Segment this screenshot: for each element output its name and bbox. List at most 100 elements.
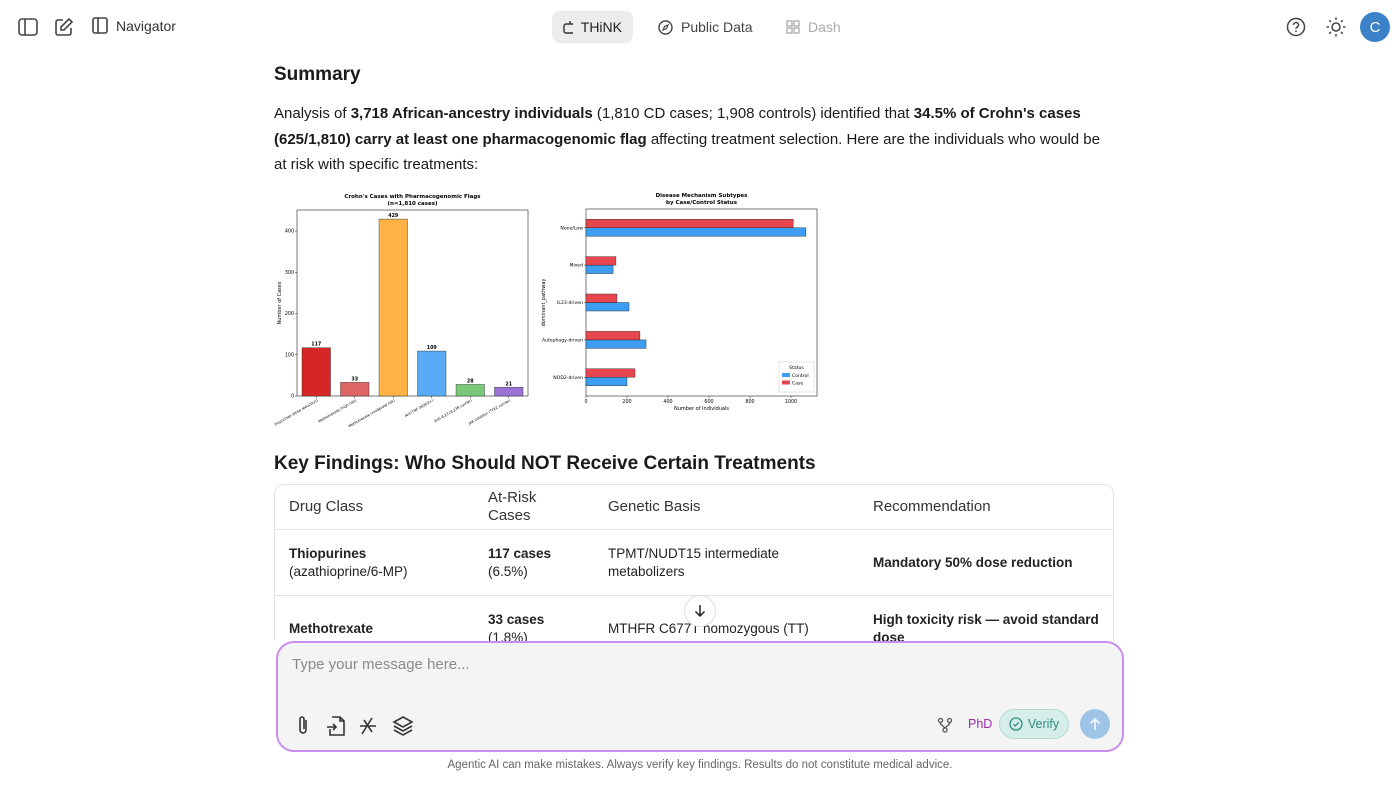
bar — [417, 350, 447, 397]
attach-icon[interactable] — [299, 716, 307, 734]
cell-text: (6.5%) — [488, 563, 528, 579]
y-axis-label: dominant_pathway — [541, 279, 547, 327]
y-tick-label: 400 — [285, 229, 294, 235]
mode-label[interactable]: PhD — [968, 717, 993, 731]
cell-strong: 33 cases — [488, 611, 545, 627]
value-label: 429 — [388, 213, 399, 219]
cell-text: (azathioprine/6-MP) — [289, 563, 408, 579]
x-tick-label: Anti-TNF (NOD2+) — [404, 398, 435, 418]
legend-title: Status — [789, 365, 804, 371]
table-cell: Methotrexate — [275, 596, 474, 641]
value-label: 109 — [427, 345, 438, 351]
cell-strong: Mandatory 50% dose reduction — [873, 554, 1073, 570]
avatar[interactable]: C — [1360, 12, 1390, 42]
column-header: Recommendation — [859, 485, 1113, 530]
public-data-tab[interactable]: Public Data — [647, 11, 764, 43]
column-header: Drug Class — [275, 485, 474, 530]
bar — [585, 377, 628, 387]
bar — [585, 264, 614, 274]
legend-label: Control — [792, 373, 809, 379]
value-label: 28 — [467, 378, 474, 384]
bar — [585, 219, 794, 228]
cell-text: MTHFR C677T homozygous (TT) — [608, 620, 809, 636]
column-header: Genetic Basis — [594, 485, 859, 530]
message-input[interactable]: Type your message here... — [292, 656, 470, 673]
bar — [585, 331, 641, 341]
y-tick-label: 200 — [285, 311, 294, 317]
conversation: Summary Analysis of 3,718 African-ancest… — [0, 54, 1400, 641]
tab-label: Dash — [808, 19, 841, 35]
dash-tab[interactable]: Dash — [775, 11, 852, 43]
summary-heading: Summary — [274, 64, 361, 85]
bold-text: 3,718 African-ancestry individuals — [350, 105, 593, 122]
think-tab[interactable]: THiNK — [552, 11, 633, 43]
bar — [455, 384, 485, 397]
text: (1,810 CD cases; 1,908 controls) identif… — [592, 105, 914, 122]
disclaimer: Agentic AI can make mistakes. Always ver… — [447, 759, 953, 771]
x-axis-label: Number of Individuals — [674, 406, 729, 412]
new-chat[interactable] — [54, 17, 74, 37]
legend-swatch — [782, 373, 790, 377]
help-button[interactable] — [1286, 17, 1306, 37]
table-cell: 33 cases (1.8%) — [474, 596, 594, 642]
x-tick-label: Thiopurines (dose reduction) — [274, 398, 319, 428]
cell-text: TPMT/NUDT15 intermediate metabolizers — [608, 545, 780, 579]
sidebar-toggle[interactable] — [17, 17, 39, 37]
y-tick-label: None/Low — [560, 225, 583, 231]
x-tick-label: Methotrexate (high risk) — [318, 398, 358, 423]
import-icon[interactable] — [327, 716, 345, 736]
bar — [585, 227, 807, 237]
y-tick-label: Autophagy-driven — [542, 338, 583, 344]
cell-strong: Methotrexate — [289, 620, 374, 636]
navigator-icon — [92, 17, 108, 34]
findings-table: Drug Class At-Risk Cases Genetic Basis Reco… — [274, 484, 1114, 641]
agent-icon[interactable] — [360, 717, 376, 735]
verify-icon — [1009, 717, 1023, 731]
bar — [494, 387, 524, 397]
table-row: Thiopurines (azathioprine/6-MP) 117 cases… — [275, 530, 1113, 596]
navigator-button[interactable]: Navigator — [92, 17, 176, 35]
value-label: 33 — [351, 376, 358, 382]
public-data-icon — [658, 19, 673, 35]
y-tick-label: 0 — [291, 394, 294, 400]
table-cell: High toxicity risk — avoid standard dose — [859, 596, 1113, 642]
bar — [585, 339, 647, 349]
legend-swatch — [782, 380, 790, 385]
summary-paragraph: Analysis of 3,718 African-ancestry indiv… — [274, 101, 1112, 178]
y-tick-label: 300 — [285, 270, 294, 276]
branch-icon[interactable] — [937, 717, 953, 733]
x-tick-label: 400 — [663, 399, 672, 405]
cell-strong: High toxicity risk — avoid standard dose — [873, 611, 1099, 642]
findings-table-wrap: Drug Class At-Risk Cases Genetic Basis Reco… — [274, 484, 1114, 641]
bar — [585, 256, 617, 266]
bar — [585, 293, 618, 303]
table-cell: Thiopurines (azathioprine/6-MP) — [275, 530, 474, 596]
scroll-down-button[interactable] — [684, 595, 716, 627]
table-cell: Mandatory 50% dose reduction — [859, 530, 1113, 596]
cell-text: (1.8%) — [488, 629, 528, 642]
x-tick-label: 600 — [704, 399, 713, 405]
bar — [585, 368, 636, 378]
layers-icon[interactable] — [392, 716, 414, 736]
legend-label: Case — [792, 380, 803, 386]
table-row: Methotrexate 33 cases (1.8%) MTHFR C677T h… — [275, 596, 1113, 642]
verify-button[interactable]: Verify — [999, 709, 1069, 739]
bar — [340, 382, 370, 397]
composer: Type your message here... PhD Verify — [276, 641, 1124, 752]
text: Analysis of — [274, 105, 351, 122]
y-tick-label: IL23-driven — [557, 300, 583, 306]
top-bar: Navigator THiNK Public Data Dash C — [0, 0, 1400, 54]
value-label: 117 — [311, 342, 321, 348]
x-tick-label: 200 — [622, 399, 631, 405]
header-row: Drug Class At-Risk Cases Genetic Basis Reco… — [275, 485, 1113, 530]
cell-strong: 117 cases — [488, 545, 552, 561]
navigator-label: Navigator — [116, 18, 176, 34]
theme-toggle[interactable] — [1326, 17, 1346, 37]
composer-tools — [299, 716, 414, 736]
y-tick-label: 100 — [285, 352, 294, 358]
y-tick-label: NOD2-driven — [553, 375, 583, 381]
send-button[interactable] — [1080, 709, 1110, 739]
dash-icon — [786, 20, 800, 34]
